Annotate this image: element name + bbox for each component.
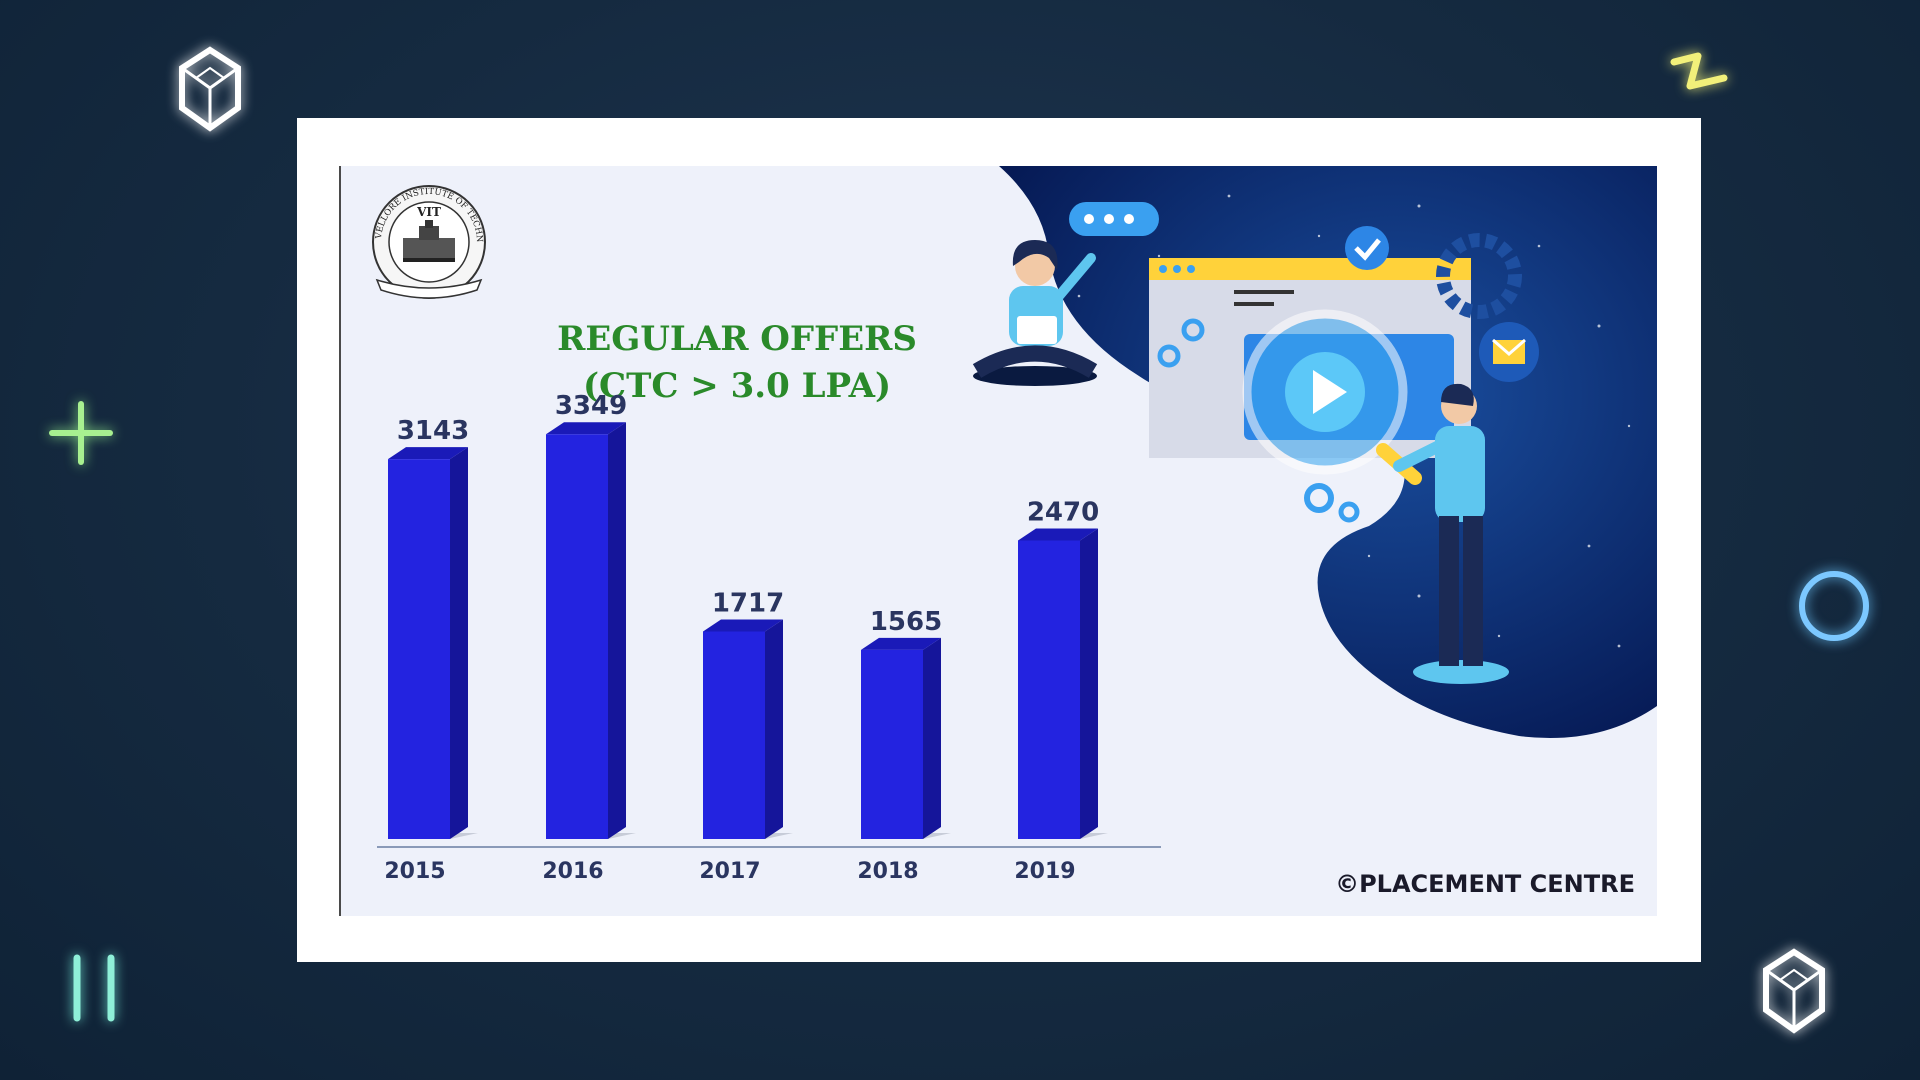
zigzag-icon (1670, 52, 1728, 90)
tick-label-2016: 2016 (542, 859, 603, 884)
slide-left-border (339, 166, 341, 916)
value-label-2019: 2470 (1027, 497, 1099, 527)
bar-top (703, 619, 783, 632)
value-label-2017: 1717 (712, 588, 784, 618)
tick-label-2017: 2017 (699, 859, 760, 884)
circle-icon (1799, 571, 1869, 641)
tick-label-2015: 2015 (384, 859, 445, 884)
chart-subtitle: (CTC > 3.0 LPA) (583, 366, 891, 406)
check-bubble-icon (1345, 226, 1389, 270)
placement-illustration (972, 166, 1657, 738)
logo-vit-text: VIT (416, 205, 441, 219)
chart-slide: VELLORE INSTITUTE OF TECHNOLOGY VIT (339, 166, 1657, 916)
bar-2015 (388, 459, 450, 839)
bar-top (1018, 528, 1098, 541)
value-label-2018: 1565 (870, 607, 942, 637)
hexagon-cube-icon-top-left (179, 46, 241, 132)
bar-2018 (861, 649, 923, 839)
tick-label-2018: 2018 (857, 859, 918, 884)
bar-chart: REGULAR OFFERS (CTC > 3.0 LPA) 314320153… (377, 319, 1161, 884)
bar-top (546, 422, 626, 435)
bar-top (388, 447, 468, 460)
pause-bars-icon (73, 954, 115, 1022)
sitting-person-figure (972, 202, 1159, 386)
tick-label-2019: 2019 (1014, 859, 1075, 884)
placement-centre-credit: ©PLACEMENT CENTRE (1335, 870, 1635, 898)
chart-title: REGULAR OFFERS (557, 319, 917, 359)
bar-side (765, 619, 783, 839)
standing-person-figure (1393, 383, 1509, 684)
bar-2019 (1018, 540, 1080, 839)
bar-2016 (546, 434, 608, 839)
bars-group: 3143 2015 3349 2016 1717 2017 1565 2018 2470 2019 (384, 391, 1108, 884)
slide-card: VELLORE INSTITUTE OF TECHNOLOGY VIT (297, 118, 1701, 962)
value-label-2015: 3143 (397, 416, 469, 446)
bar-side (1080, 528, 1098, 839)
hexagon-cube-icon-bottom-right (1763, 948, 1825, 1034)
magnifier-play-graphic (1242, 309, 1422, 485)
bar-top (861, 637, 941, 650)
value-label-2016: 3349 (555, 391, 627, 421)
bar-side (608, 422, 626, 839)
bar-side (450, 447, 468, 839)
bar-side (923, 637, 941, 839)
plus-icon (49, 401, 113, 465)
bar-2017 (703, 631, 765, 839)
gear-icon (1436, 233, 1522, 319)
vit-logo-seal: VELLORE INSTITUTE OF TECHNOLOGY VIT (363, 180, 486, 299)
